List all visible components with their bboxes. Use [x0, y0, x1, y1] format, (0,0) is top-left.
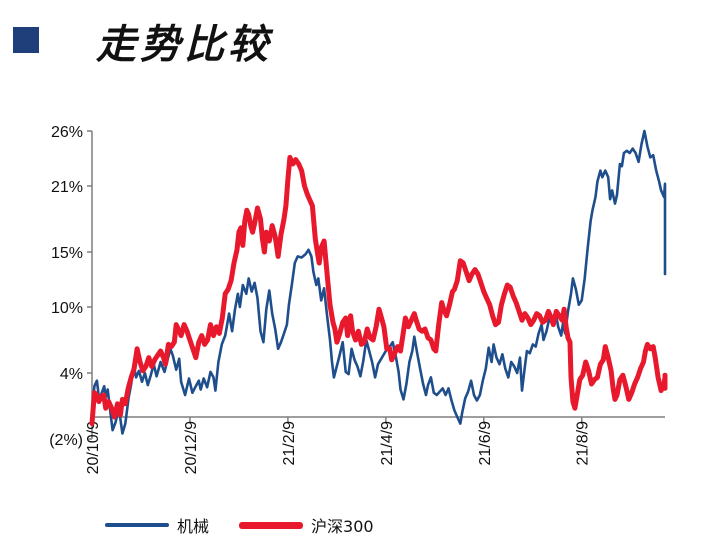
x-tick-label: 21/6/9	[477, 421, 494, 466]
legend-swatch-machinery	[105, 523, 169, 527]
chart-legend: 机械 沪深300	[105, 512, 404, 538]
x-tick-label: 20/12/9	[183, 421, 200, 474]
page-title: 走势比较	[96, 21, 272, 68]
y-tick-label: (2%)	[49, 432, 83, 449]
title-bullet-square	[13, 27, 39, 53]
x-tick-label: 21/2/9	[281, 421, 298, 466]
x-tick-label: 20/10/9	[85, 421, 102, 474]
legend-label-csi300: 沪深300	[311, 517, 374, 536]
chart-series	[89, 129, 668, 435]
legend-item-csi300: 沪深300	[239, 513, 374, 537]
y-tick-label: 26%	[51, 124, 83, 141]
x-axis: 20/10/9 20/12/9 21/2/9 21/4/9 21/6/9 21/8/9	[85, 416, 665, 474]
series-line-csi300	[89, 154, 668, 427]
legend-label-machinery: 机械	[177, 517, 210, 536]
legend-item-machinery: 机械	[105, 513, 209, 537]
y-tick-label: 21%	[51, 179, 83, 196]
x-tick-label: 21/8/9	[575, 421, 592, 466]
legend-swatch-csi300	[239, 521, 304, 529]
y-tick-label: 10%	[51, 300, 83, 317]
y-axis: 26% 21% 15% 10% 4% (2%)	[49, 124, 93, 449]
series-line-machinery	[90, 129, 667, 435]
x-tick-label: 21/4/9	[379, 421, 396, 466]
y-tick-label: 15%	[51, 245, 83, 262]
y-tick-label: 4%	[60, 366, 83, 383]
